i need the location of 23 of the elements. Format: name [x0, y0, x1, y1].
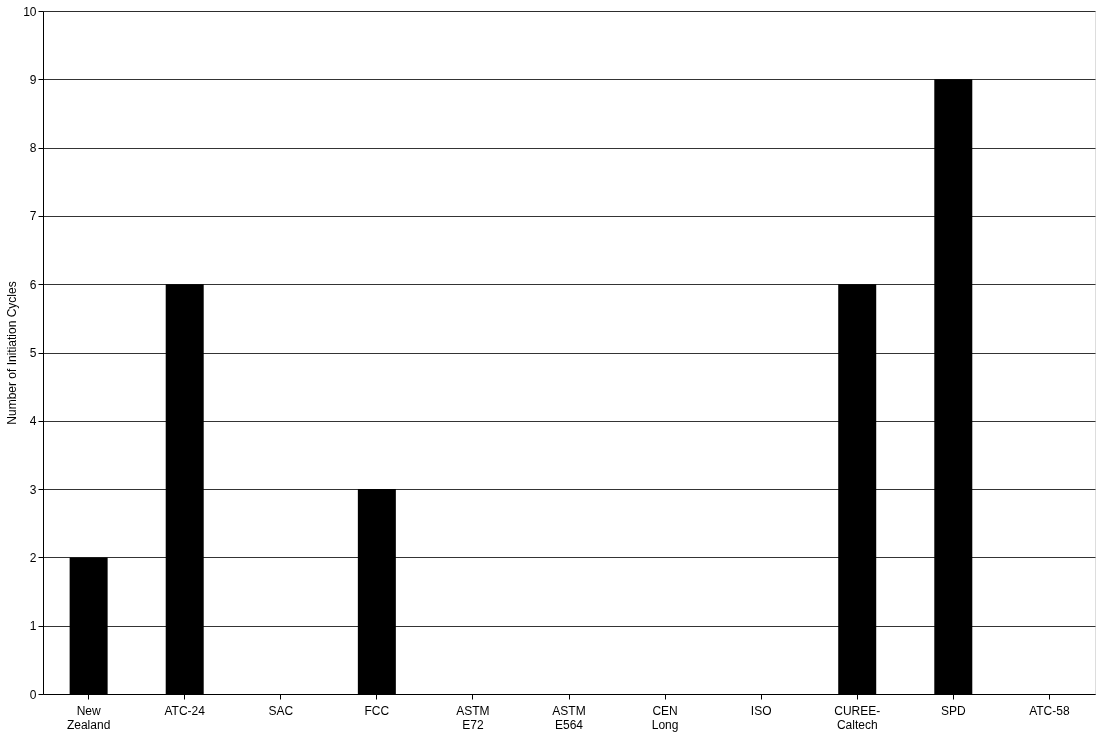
- x-tick-label: FCC: [364, 703, 390, 718]
- y-tick-label: 7: [29, 209, 37, 224]
- y-tick-label: 0: [29, 687, 37, 702]
- y-tick-label: 9: [29, 72, 37, 87]
- y-axis-title: Number of Initiation Cycles: [5, 281, 20, 425]
- y-tick-label: 5: [29, 346, 37, 360]
- x-tick-label: ASTM E564: [552, 703, 586, 732]
- x-tick-label: ATC-58: [1029, 703, 1070, 718]
- y-tick-label: 3: [29, 482, 37, 497]
- x-tick-label: ATC-24: [164, 703, 206, 718]
- y-tick-label: 8: [29, 141, 37, 156]
- x-tick-label: SAC: [268, 703, 294, 718]
- x-tick-label: CEN Long: [651, 703, 679, 732]
- x-tick-label: CUREE-Caltech: [834, 703, 881, 732]
- x-tick-label: ASTM E72: [456, 703, 490, 732]
- y-tick-label: 10: [23, 4, 37, 19]
- y-tick-label: 1: [29, 619, 37, 634]
- x-tick-label: New Zealand: [66, 703, 111, 732]
- y-tick-label: 4: [29, 414, 37, 429]
- y-tick-label: 6: [29, 277, 37, 292]
- y-tick-label: 2: [29, 550, 37, 565]
- x-tick-label: ISO: [750, 703, 772, 718]
- x-tick-label: SPD: [940, 703, 966, 718]
